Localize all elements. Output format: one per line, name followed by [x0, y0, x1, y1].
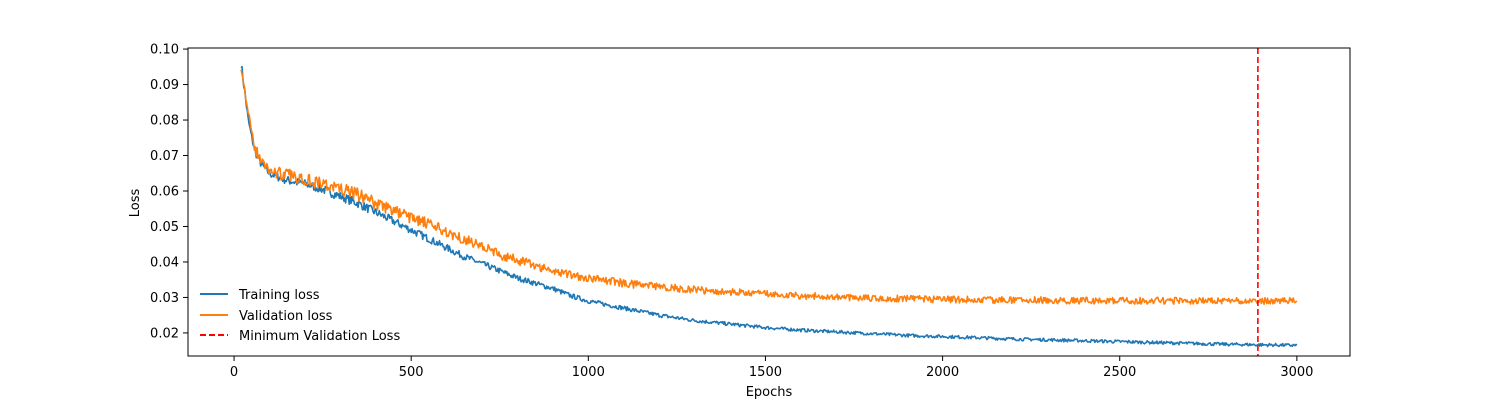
x-tick-label: 0	[230, 365, 238, 380]
legend-label-validation: Validation loss	[239, 309, 333, 324]
y-tick-label: 0.02	[150, 326, 179, 341]
x-tick-label: 500	[399, 365, 424, 380]
x-tick-label: 1000	[572, 365, 605, 380]
x-axis-label: Epochs	[746, 385, 793, 400]
y-tick-label: 0.04	[150, 255, 179, 270]
x-tick-label: 2000	[926, 365, 959, 380]
series-line-training	[240, 65, 1298, 348]
y-tick-label: 0.03	[150, 291, 179, 306]
y-tick-label: 0.05	[150, 220, 179, 235]
y-tick-label: 0.09	[150, 78, 179, 93]
x-ticks: 0 500 1000 1500 2000 2500 3000	[230, 356, 1313, 380]
y-tick-label: 0.10	[150, 43, 179, 58]
axes-frame	[187, 47, 1351, 357]
y-tick-label: 0.07	[150, 149, 179, 164]
series-line-validation	[240, 69, 1298, 306]
legend-label-training: Training loss	[238, 288, 320, 303]
legend: Training loss Validation loss Minimum Va…	[200, 288, 400, 344]
y-tick-label: 0.08	[150, 114, 179, 129]
x-tick-label: 2500	[1103, 365, 1136, 380]
y-tick-label: 0.06	[150, 185, 179, 200]
legend-label-min-val: Minimum Validation Loss	[239, 329, 400, 344]
y-axis-label: Loss	[128, 189, 143, 218]
series-layer	[240, 48, 1298, 356]
y-ticks: 0.02 0.03 0.04 0.05 0.06 0.07 0.08 0.09 0.10	[150, 43, 188, 341]
x-tick-label: 3000	[1280, 365, 1313, 380]
x-tick-label: 1500	[749, 365, 782, 380]
